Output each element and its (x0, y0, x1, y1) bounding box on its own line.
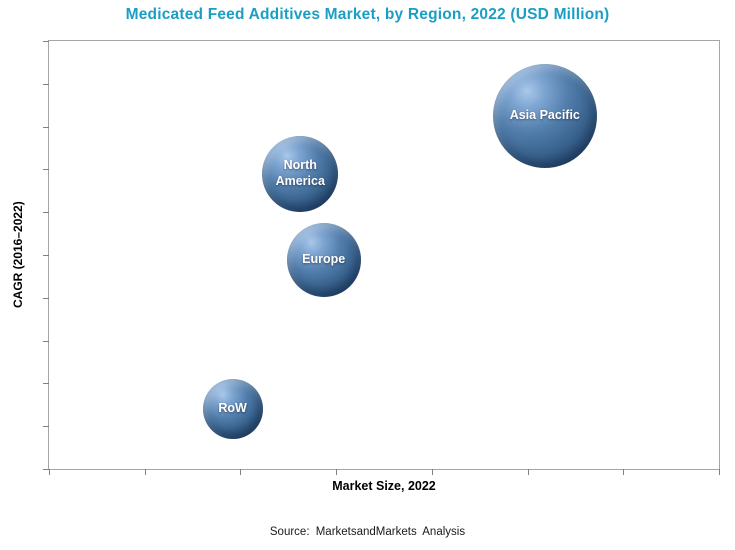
bubble-label: Asia Pacific (509, 108, 580, 123)
bubble-row: RoW (202, 379, 263, 440)
x-axis-tick (336, 469, 338, 475)
plot-area: Asia Pacific North America Europe RoW (43, 40, 720, 475)
y-axis-tick (43, 169, 49, 171)
y-axis-tick (43, 212, 49, 214)
x-axis-label: Market Size, 2022 (332, 479, 436, 493)
x-axis-tick (527, 469, 529, 475)
y-axis-tick (43, 469, 49, 470)
bubble-asia-pacific: Asia Pacific (492, 63, 597, 168)
y-axis-tick (43, 426, 49, 428)
y-axis-label: CAGR (2016–2022) (11, 201, 25, 309)
bubble-label: North America (275, 158, 325, 188)
x-axis-tick (49, 469, 50, 475)
x-axis-tick (431, 469, 433, 475)
chart-title: Medicated Feed Additives Market, by Regi… (125, 6, 610, 23)
y-axis-tick (43, 255, 49, 256)
bubble-europe: Europe (286, 223, 361, 298)
y-axis-tick (43, 41, 49, 42)
y-axis-tick (43, 383, 49, 385)
y-axis-tick (43, 83, 49, 85)
y-axis-tick (43, 297, 49, 299)
bubble-north-america: North America (262, 135, 339, 212)
y-axis-tick (43, 340, 49, 342)
x-axis-tick (240, 469, 242, 475)
source-note: Source: MarketsandMarkets Analysis (269, 526, 466, 538)
y-axis-tick (43, 126, 49, 128)
x-axis-tick (144, 469, 146, 475)
x-axis-tick (623, 469, 625, 475)
x-axis-tick (719, 469, 720, 475)
bubble-label: RoW (218, 401, 247, 416)
bubble-label: Europe (302, 252, 346, 267)
